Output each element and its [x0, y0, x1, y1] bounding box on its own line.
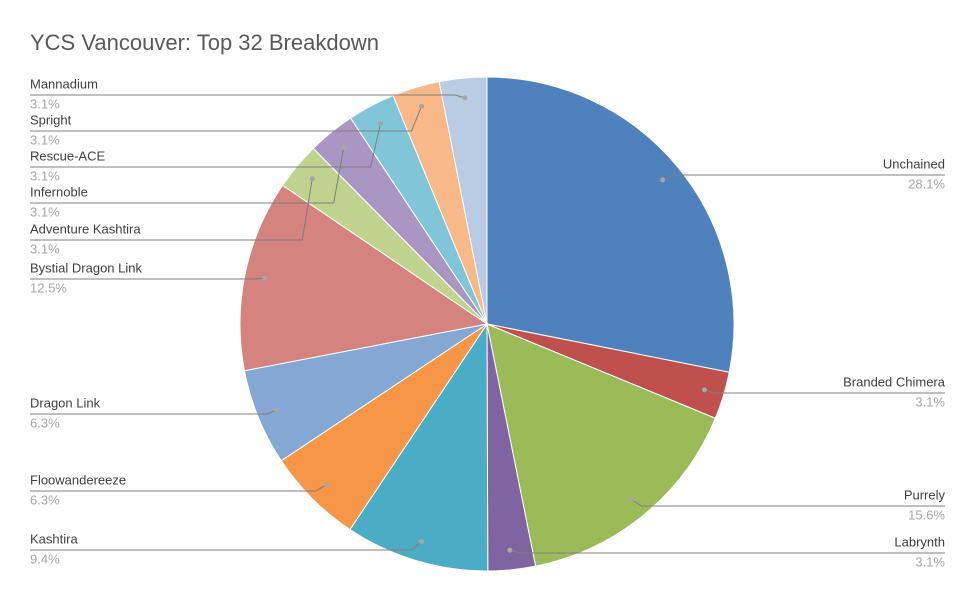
- label-name: Rescue-ACE: [30, 148, 105, 163]
- leader-dot: [628, 496, 634, 502]
- label-value: 3.1%: [915, 394, 945, 409]
- leader-dot: [418, 103, 424, 109]
- label-value: 3.1%: [30, 132, 60, 147]
- leader-line: [631, 499, 945, 507]
- leader-dot: [660, 177, 666, 183]
- label-name: Bystial Dragon Link: [30, 260, 142, 275]
- pie-slice: [486, 323, 716, 567]
- label-name: Dragon Link: [30, 395, 101, 410]
- label-value: 3.1%: [915, 554, 945, 569]
- label-value: 3.1%: [30, 241, 60, 256]
- leader-line: [30, 106, 422, 132]
- leader-dot: [378, 120, 384, 126]
- leader-dot: [261, 275, 267, 281]
- pie-slice: [486, 76, 735, 373]
- label-value: 12.5%: [30, 280, 67, 295]
- leader-dot: [341, 145, 347, 151]
- label-name: Labrynth: [894, 534, 945, 549]
- label-name: Adventure Kashtira: [30, 221, 141, 236]
- pie-slice: [349, 322, 489, 572]
- label-name: Branded Chimera: [843, 374, 946, 389]
- leader-dot: [418, 539, 424, 545]
- label-value: 28.1%: [908, 176, 945, 191]
- label-value: 15.6%: [908, 507, 945, 522]
- pie-slice: [239, 184, 489, 372]
- label-name: Spright: [30, 112, 72, 127]
- label-value: 6.3%: [30, 492, 60, 507]
- leader-line: [30, 178, 313, 241]
- leader-line: [509, 549, 945, 554]
- leader-line: [30, 277, 265, 280]
- leader-dot: [701, 387, 707, 393]
- label-name: Mannadium: [30, 76, 98, 91]
- leader-line: [662, 174, 945, 181]
- label-name: Kashtira: [30, 531, 78, 546]
- label-value: 3.1%: [30, 96, 60, 111]
- leader-line: [704, 389, 945, 394]
- leader-line: [30, 147, 345, 204]
- pie-slice: [438, 76, 488, 325]
- label-name: Unchained: [883, 156, 945, 171]
- leader-line: [30, 94, 466, 99]
- leader-line: [30, 409, 277, 415]
- leader-line: [30, 541, 422, 551]
- label-value: 3.1%: [30, 168, 60, 183]
- label-value: 3.1%: [30, 204, 60, 219]
- leader-line: [30, 123, 382, 168]
- leader-dot: [462, 95, 468, 101]
- label-value: 9.4%: [30, 551, 60, 566]
- leader-dot: [507, 547, 513, 553]
- label-name: Infernoble: [30, 184, 88, 199]
- label-name: Floowandereeze: [30, 472, 126, 487]
- leader-line: [30, 484, 327, 492]
- leader-dot: [274, 407, 280, 413]
- label-value: 6.3%: [30, 415, 60, 430]
- leader-dot: [309, 176, 315, 182]
- chart-title: YCS Vancouver: Top 32 Breakdown: [30, 30, 379, 55]
- label-name: Purrely: [904, 487, 946, 502]
- leader-dot: [323, 482, 329, 488]
